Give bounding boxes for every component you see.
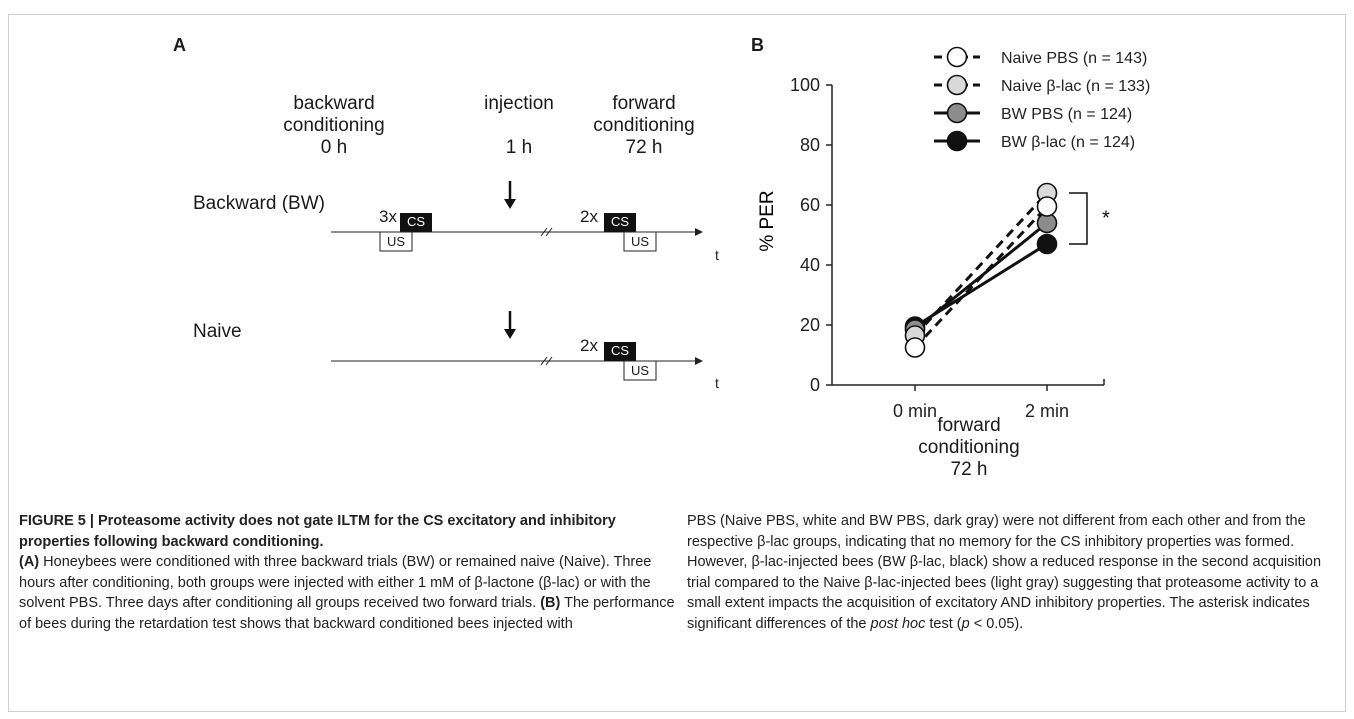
- significance-asterisk: *: [1102, 208, 1110, 230]
- significance-bracket: [1069, 192, 1088, 245]
- time-axis-label: t: [715, 247, 719, 263]
- forward-conditioning-header: forward conditioning 72 h: [593, 93, 695, 158]
- x-tick-label: 0 min: [893, 401, 937, 421]
- us-label: US: [630, 363, 650, 378]
- y-tick-label: 0: [810, 375, 820, 395]
- bw-post-count: 2x: [580, 207, 598, 226]
- bw-pre-count: 3x: [379, 207, 397, 226]
- per-chart-svg: 0 20 40 60 80 100 0 min 2 min * Naive PBS (n = 14…: [757, 46, 1150, 421]
- per-chart: 0 20 40 60 80 100 0 min 2 min * Naive PBS (n = 14…: [749, 35, 1169, 485]
- data-point: [904, 337, 926, 358]
- y-tick-label: 100: [790, 75, 820, 95]
- cs-label: CS: [610, 214, 630, 229]
- caption-b-tag: (B): [540, 595, 561, 611]
- data-point: [1036, 196, 1058, 217]
- figure-frame: A backward conditioning 0 h injection 1 …: [8, 14, 1346, 712]
- legend-swatch-marker: [946, 46, 968, 68]
- naive-post-count: 2x: [580, 336, 598, 355]
- y-tick-label: 20: [800, 315, 820, 335]
- caption-post-hoc: post hoc: [870, 615, 926, 632]
- y-axis-label: % PER: [757, 190, 778, 251]
- caption-a-text: Honeybees were conditioned with three ba…: [19, 554, 652, 611]
- y-tick-label: 60: [800, 195, 820, 215]
- legend-swatch-marker: [946, 74, 968, 96]
- us-label: US: [386, 234, 406, 249]
- legend-entry: Naive β-lac (n = 133): [1001, 78, 1150, 95]
- timeline-diagram: [331, 181, 703, 381]
- caption-p: p: [961, 615, 970, 632]
- panel-b-letter: B: [751, 35, 764, 55]
- row-label-naive: Naive: [193, 321, 242, 342]
- row-label-backward: Backward (BW): [193, 193, 325, 214]
- y-tick-label: 80: [800, 135, 820, 155]
- series-line: [914, 242, 1048, 328]
- cs-label: CS: [610, 343, 630, 358]
- panel-a-letter: A: [173, 35, 186, 55]
- x-tick-label: 2 min: [1025, 401, 1069, 421]
- legend-swatch-marker: [946, 130, 968, 152]
- caption-b-text: The performance of bees during the retar…: [19, 595, 675, 632]
- legend-entry: BW β-lac (n = 124): [1001, 134, 1135, 151]
- caption-left: FIGURE 5 | Proteasome activity does not …: [19, 511, 677, 634]
- backward-conditioning-header: backward conditioning 0 h: [283, 93, 385, 158]
- legend-entry: Naive PBS (n = 143): [1001, 50, 1147, 67]
- caption-right: PBS (Naive PBS, white and BW PBS, dark g…: [687, 511, 1337, 634]
- legend-entry: BW PBS (n = 124): [1001, 106, 1132, 123]
- x-axis-label: forward conditioning 72 h: [918, 415, 1020, 480]
- caption-a-tag: (A): [19, 554, 40, 570]
- us-label: US: [630, 234, 650, 249]
- time-axis-label: t: [715, 375, 719, 391]
- data-point: [1036, 233, 1058, 255]
- caption-right-text: PBS (Naive PBS, white and BW PBS, dark g…: [687, 513, 1322, 632]
- caption-right-text: < 0.05).: [969, 615, 1024, 632]
- y-tick-label: 40: [800, 255, 820, 275]
- caption-title: FIGURE 5 | Proteasome activity does not …: [19, 513, 616, 550]
- injection-header: injection 1 h: [484, 93, 554, 158]
- caption-right-text: test (: [925, 615, 962, 632]
- legend-swatch-marker: [946, 102, 968, 124]
- cs-label: CS: [406, 214, 426, 229]
